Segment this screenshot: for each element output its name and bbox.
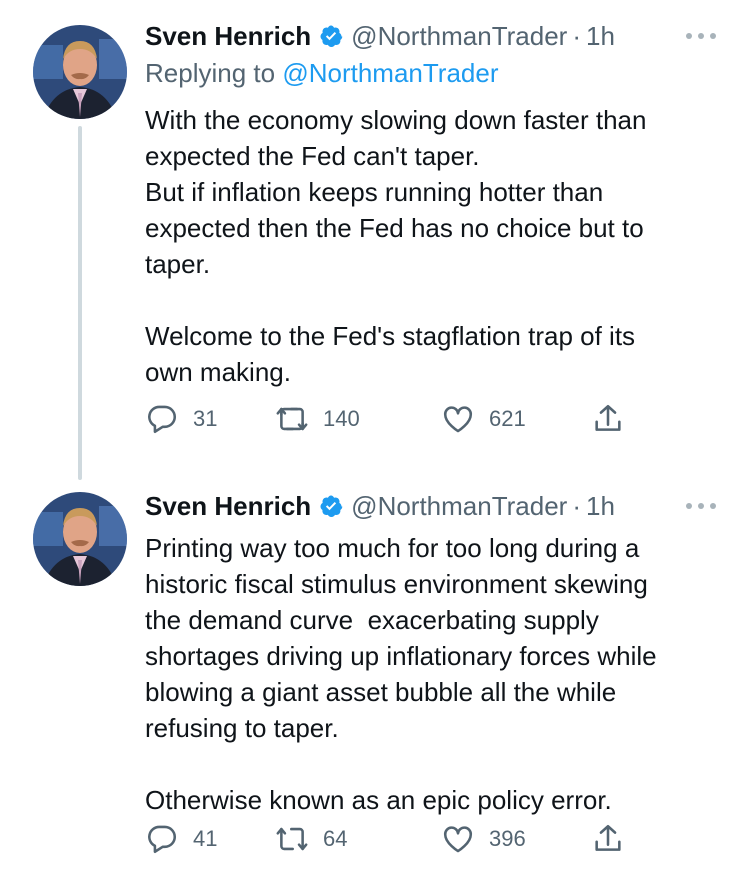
tweet-2[interactable]: Sven Henrich @NorthmanTrader · 1h Printi… <box>0 474 750 884</box>
replying-mention-link[interactable]: @NorthmanTrader <box>282 58 499 88</box>
avatar[interactable] <box>33 492 127 586</box>
author-handle[interactable]: @NorthmanTrader <box>351 490 568 521</box>
like-button[interactable]: 396 <box>441 822 591 856</box>
retweet-icon <box>276 827 308 851</box>
tweet-1[interactable]: Sven Henrich @NorthmanTrader · 1h Replyi… <box>0 0 750 480</box>
avatar[interactable] <box>33 25 127 119</box>
tweet-header: Sven Henrich @NorthmanTrader · 1h <box>145 488 730 524</box>
reply-count: 41 <box>193 826 218 851</box>
tweet-text: With the economy slowing down faster tha… <box>145 105 647 387</box>
heart-icon <box>443 406 473 433</box>
tweet-timestamp[interactable]: 1h <box>586 490 615 521</box>
author-name[interactable]: Sven Henrich <box>145 490 312 521</box>
reply-button[interactable]: 41 <box>145 822 275 856</box>
share-icon <box>595 404 621 431</box>
reply-button[interactable]: 31 <box>145 402 275 436</box>
retweet-button[interactable]: 140 <box>275 402 441 436</box>
like-count: 621 <box>489 406 526 431</box>
separator-dot: · <box>572 20 582 51</box>
replying-to: Replying to @NorthmanTrader <box>145 54 730 92</box>
more-dots-icon[interactable] <box>686 26 716 46</box>
tweet-actions: 31 140 621 <box>145 402 625 436</box>
heart-icon <box>443 826 473 853</box>
retweet-button[interactable]: 64 <box>275 822 441 856</box>
more-dots-icon[interactable] <box>686 496 716 516</box>
tweet-text: Printing way too much for too long durin… <box>145 533 657 815</box>
author-name[interactable]: Sven Henrich <box>145 20 312 51</box>
retweet-count: 140 <box>323 406 360 431</box>
separator-dot: · <box>572 490 582 521</box>
share-button[interactable] <box>591 822 625 856</box>
replying-label: Replying to <box>145 58 276 88</box>
tweet-timestamp[interactable]: 1h <box>586 20 615 51</box>
verified-badge-icon <box>320 25 343 47</box>
like-count: 396 <box>489 826 526 851</box>
retweet-count: 64 <box>323 826 348 851</box>
author-handle[interactable]: @NorthmanTrader <box>351 20 568 51</box>
tweet-content: Sven Henrich @NorthmanTrader · 1h Printi… <box>145 488 730 818</box>
reply-bubble-icon <box>148 825 177 854</box>
retweet-icon <box>276 407 308 431</box>
share-icon <box>595 824 621 851</box>
reply-count: 31 <box>193 406 218 431</box>
verified-badge-icon <box>320 495 343 517</box>
tweet-actions: 41 64 396 <box>145 822 625 856</box>
like-button[interactable]: 621 <box>441 402 591 436</box>
share-button[interactable] <box>591 402 625 436</box>
thread-connector-line <box>78 126 82 480</box>
reply-bubble-icon <box>148 405 177 434</box>
tweet-header: Sven Henrich @NorthmanTrader · 1h <box>145 18 730 54</box>
tweet-content: Sven Henrich @NorthmanTrader · 1h Replyi… <box>145 18 730 390</box>
